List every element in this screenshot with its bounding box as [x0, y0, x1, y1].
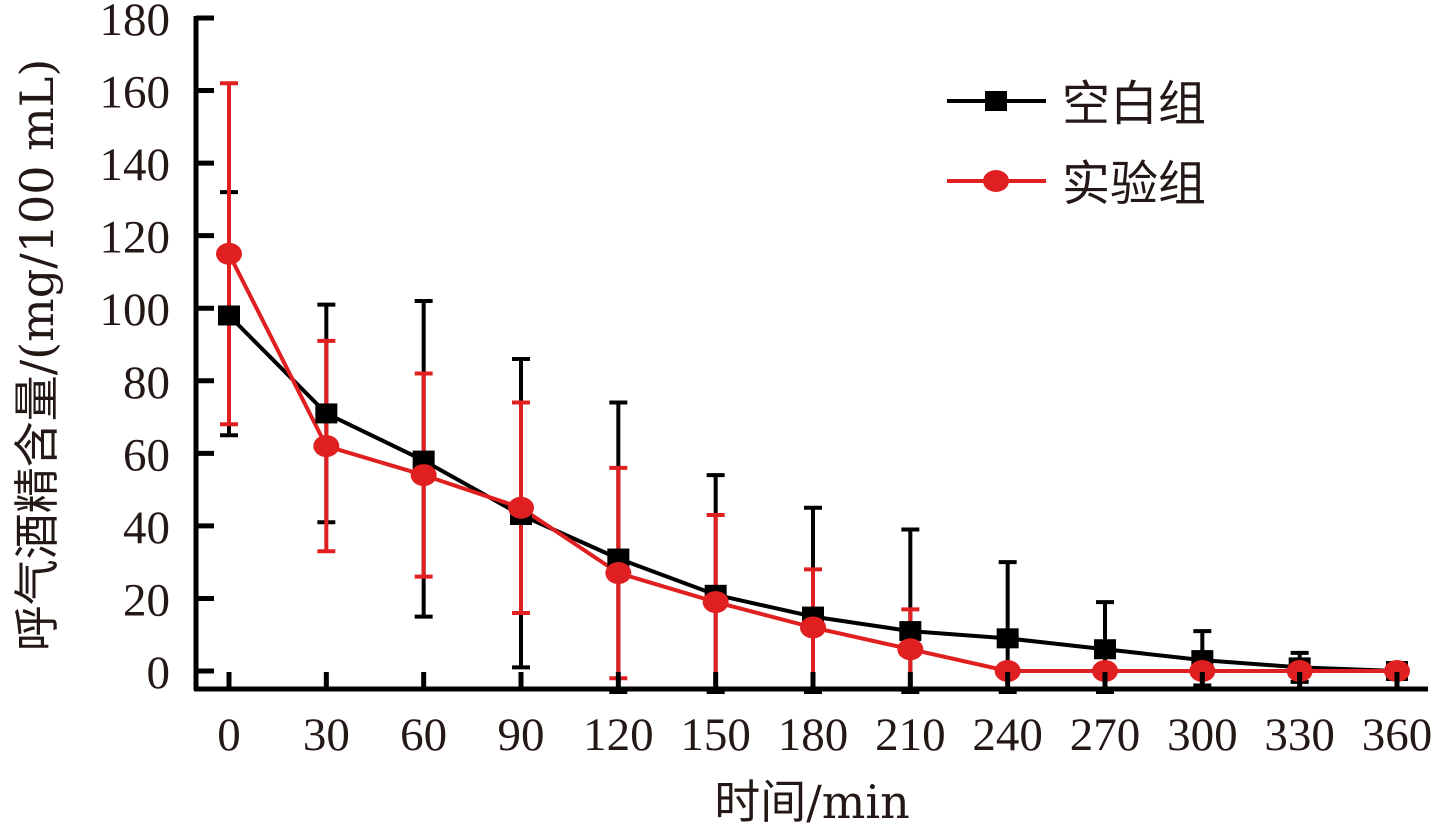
legend-item-experimental-group: 实验组	[947, 156, 1206, 212]
x-tick-label: 360	[1362, 709, 1433, 761]
legend-item-blank-group: 空白组	[947, 76, 1206, 132]
y-axis-title: 呼气酒精含量/(mg/100 mL)	[10, 59, 64, 652]
data-point-circle	[410, 464, 437, 487]
data-point-circle	[1384, 660, 1410, 682]
data-point-circle	[800, 616, 826, 639]
data-point-circle	[702, 591, 729, 614]
y-tick-label: 20	[123, 574, 170, 626]
series-markers	[216, 242, 1410, 682]
data-point-square	[218, 305, 240, 326]
legend: 空白组 实验组	[947, 76, 1206, 212]
y-tick-label: 140	[100, 139, 171, 191]
legend-marker-square	[985, 91, 1007, 111]
x-tick-label: 60	[400, 709, 447, 761]
y-tick-label: 160	[100, 67, 171, 119]
data-point-circle	[605, 562, 632, 585]
legend-label-experimental-group: 实验组	[1062, 156, 1206, 212]
data-point-circle	[994, 660, 1021, 682]
x-tick-label: 240	[972, 709, 1043, 761]
data-point-circle	[1286, 660, 1313, 682]
y-tick-label: 40	[123, 502, 170, 554]
x-axis-title: 时间/min	[714, 775, 909, 829]
data-point-circle	[1189, 660, 1216, 682]
x-tick-label: 330	[1264, 709, 1335, 761]
y-tick-label: 60	[123, 429, 170, 481]
x-tick-label: 30	[303, 709, 350, 761]
y-tick-label: 180	[100, 0, 171, 46]
x-tick-label: 180	[778, 709, 849, 761]
data-point-circle	[897, 638, 924, 661]
data-point-square	[315, 403, 338, 424]
data-point-circle	[216, 242, 242, 265]
y-tick-label: 100	[100, 284, 171, 336]
legend-label-blank-group: 空白组	[1062, 76, 1206, 132]
x-tick-label: 90	[498, 709, 545, 761]
x-tick-label: 150	[680, 709, 751, 761]
x-tick-label: 210	[875, 709, 946, 761]
x-tick-label: 0	[217, 709, 241, 761]
y-tick-label: 80	[123, 357, 170, 409]
x-tick-label: 300	[1167, 709, 1238, 761]
x-tick-label: 270	[1070, 709, 1141, 761]
data-point-circle	[313, 435, 340, 458]
legend-marker-circle	[983, 170, 1009, 192]
y-ticks: 0 20 40 60 80 100 120 140 160 180	[100, 0, 214, 699]
y-tick-label: 120	[100, 212, 171, 264]
x-tick-label: 120	[583, 709, 654, 761]
data-point-circle	[508, 496, 534, 519]
data-point-square	[1094, 639, 1116, 660]
y-tick-label: 0	[147, 647, 171, 699]
data-point-circle	[1092, 660, 1118, 682]
x-ticks: 0 30 60 90 120 150 180 210 240 270 300 330 360	[217, 672, 1432, 761]
data-point-square	[996, 628, 1019, 649]
data-point-square	[899, 621, 922, 642]
